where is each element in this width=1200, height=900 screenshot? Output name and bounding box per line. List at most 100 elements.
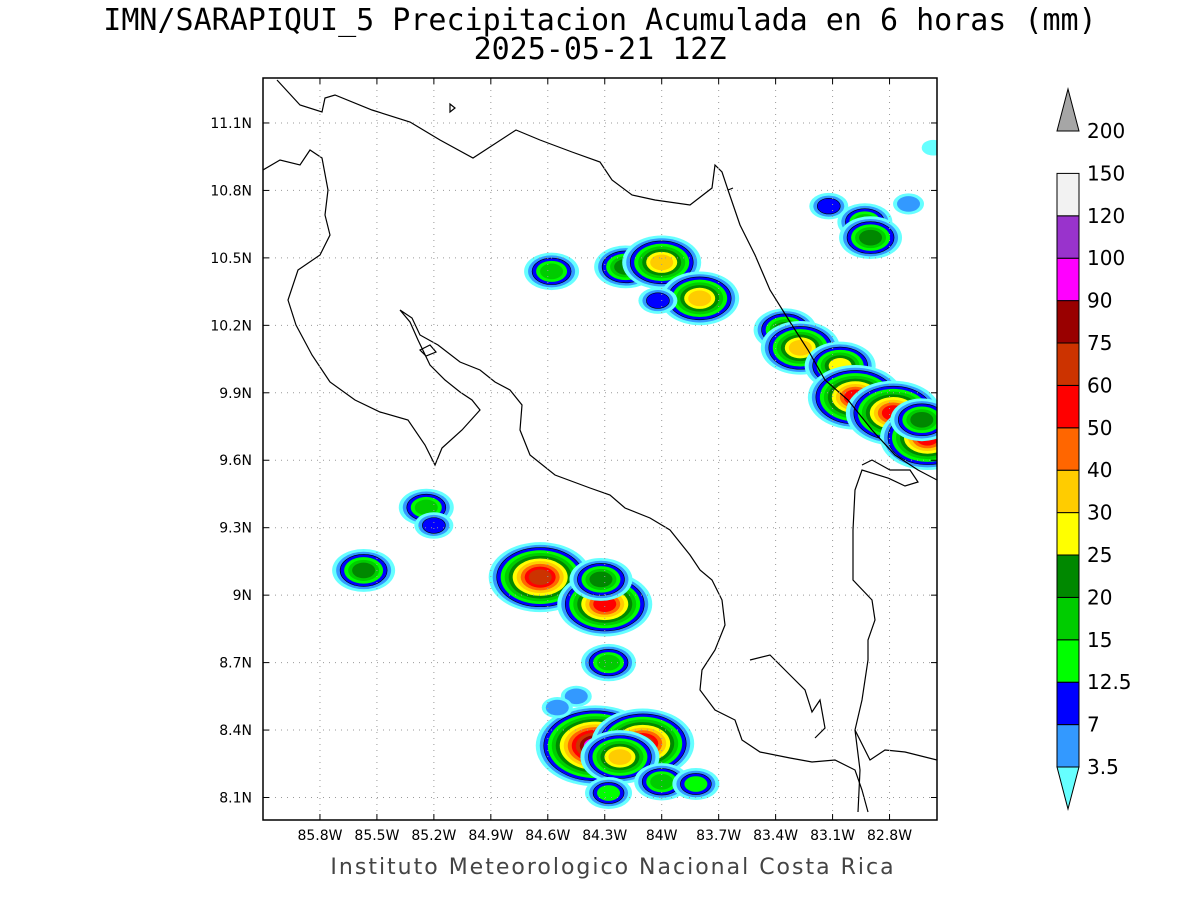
- osa-panama-border: [854, 729, 861, 813]
- lat-tick-label: 11.1N: [210, 116, 252, 132]
- colorbar-swatch: [1056, 172, 1080, 217]
- precip-contour-level: [528, 569, 552, 585]
- precip-cell: [634, 763, 690, 801]
- lon-tick-label: 83.1W: [810, 828, 855, 844]
- lat-tick-label: 10.2N: [210, 318, 252, 334]
- lon-tick-label: 84.6W: [525, 828, 570, 844]
- precip-contour-level: [646, 292, 670, 309]
- precip-contour-level: [688, 290, 712, 307]
- lon-tick-label: 84.3W: [582, 828, 627, 844]
- pacific-coast: [263, 149, 869, 813]
- lat-tick-label: 9N: [233, 588, 252, 604]
- precip-cell: [672, 768, 720, 801]
- precip-cell: [581, 643, 637, 682]
- colorbar-label: 20: [1087, 585, 1112, 609]
- colorbar-swatch: [1056, 469, 1080, 514]
- plot-frame: [262, 77, 938, 821]
- precip-contour-level: [921, 139, 937, 156]
- lon-tick-label: 84W: [646, 828, 678, 844]
- colorbar-label: 200: [1087, 119, 1125, 143]
- caribbean-coast: [727, 189, 937, 481]
- colorbar-swatch: [1056, 300, 1080, 344]
- precip-cell: [839, 216, 903, 260]
- colorbar-swatch: [1056, 384, 1080, 429]
- precip-cell: [638, 287, 678, 314]
- lon-tick-label: 85.2W: [411, 828, 456, 844]
- precip-contour-level: [545, 699, 569, 716]
- lon-tick-label: 85.8W: [297, 828, 342, 844]
- colorbar-label: 25: [1087, 543, 1112, 567]
- lon-tick-label: 82.8W: [867, 828, 912, 844]
- precip-cell: [580, 730, 660, 784]
- lon-tick-label: 83.7W: [696, 828, 741, 844]
- precip-contour-level: [897, 196, 921, 212]
- colorbar-swatch: [1056, 427, 1080, 471]
- lake-nicaragua-shore: [276, 79, 734, 206]
- colorbar-swatch: [1056, 596, 1080, 641]
- colorbar-label: 120: [1087, 204, 1125, 228]
- axis-ticks: 85.8W 85.5W 85.2W 84.9W 84.6W 84.3W 84W 83.7W 83…: [210, 78, 937, 844]
- chart-title: IMN/SARAPIQUI_5 Precipitacion Acumulada …: [103, 3, 1097, 38]
- coastline-and-borders: [263, 79, 937, 813]
- precip-cell: [585, 777, 633, 809]
- colorbar-swatch: [1056, 639, 1080, 683]
- colorbar-label: 75: [1087, 331, 1112, 355]
- precip-contour-level: [650, 773, 674, 790]
- colorbar-label: 60: [1087, 373, 1112, 397]
- panama-border: [852, 459, 937, 761]
- lat-tick-label: 10.5N: [210, 251, 252, 267]
- precip-cell: [541, 697, 573, 719]
- chart-subtitle: 2025-05-21 12Z: [473, 32, 727, 67]
- precip-contour-level: [910, 411, 934, 428]
- colorbar-top-arrow: [1056, 87, 1080, 132]
- colorbar-label: 12.5: [1087, 670, 1132, 694]
- colorbar-swatch: [1056, 554, 1080, 598]
- precipitation-field: [332, 139, 937, 809]
- colorbar-label: 7: [1087, 713, 1100, 737]
- colorbar-swatch: [1056, 724, 1080, 768]
- colorbar-label: 150: [1087, 161, 1125, 185]
- lat-tick-label: 9.9N: [219, 386, 252, 402]
- colorbar-label: 15: [1087, 628, 1112, 652]
- gulf-nicoya-island: [418, 344, 438, 357]
- lon-tick-label: 83.4W: [753, 828, 798, 844]
- lat-tick-label: 8.4N: [219, 723, 252, 739]
- lat-lon-grid: [263, 78, 937, 820]
- precip-contour-level: [816, 198, 841, 215]
- colorbar-swatch: [1056, 257, 1080, 302]
- colorbar-swatch: [1056, 512, 1080, 556]
- colorbar-swatch: [1056, 342, 1080, 386]
- precip-cell: [921, 139, 937, 156]
- precip-contour-level: [859, 229, 883, 246]
- colorbar-label: 90: [1087, 289, 1112, 313]
- precip-cell: [414, 512, 454, 539]
- lat-tick-label: 9.3N: [219, 521, 252, 537]
- lon-tick-label: 84.9W: [468, 828, 513, 844]
- colorbar-bottom-arrow: [1056, 766, 1080, 811]
- lon-tick-label: 85.5W: [354, 828, 399, 844]
- colorbar-label: 50: [1087, 416, 1112, 440]
- lat-tick-label: 8.7N: [219, 656, 252, 672]
- precip-contour-level: [564, 688, 588, 705]
- precip-contour-level: [597, 785, 621, 801]
- precip-contour-level: [352, 562, 376, 579]
- precip-cell: [660, 271, 740, 326]
- precip-cell: [569, 557, 633, 601]
- lat-tick-label: 8.1N: [219, 791, 252, 807]
- precip-contour-level: [684, 776, 708, 792]
- precip-cell: [890, 398, 937, 442]
- precip-cell: [524, 252, 580, 291]
- colorbar-legend: 3.5 7 12.5 15 20 25 30 40 50 60 75 90 100 120 150 200: [1056, 87, 1132, 811]
- colorbar-label: 40: [1087, 458, 1112, 482]
- precip-contour-level: [650, 254, 674, 271]
- precip-contour-level: [597, 654, 621, 671]
- colorbar-label: 30: [1087, 501, 1112, 525]
- precip-cell: [893, 193, 925, 215]
- colorbar-swatch: [1056, 215, 1080, 259]
- precip-contour-level: [788, 339, 812, 356]
- precip-contour-level: [589, 571, 613, 588]
- colorbar-label: 3.5: [1087, 755, 1119, 779]
- lat-tick-label: 10.8N: [210, 183, 252, 199]
